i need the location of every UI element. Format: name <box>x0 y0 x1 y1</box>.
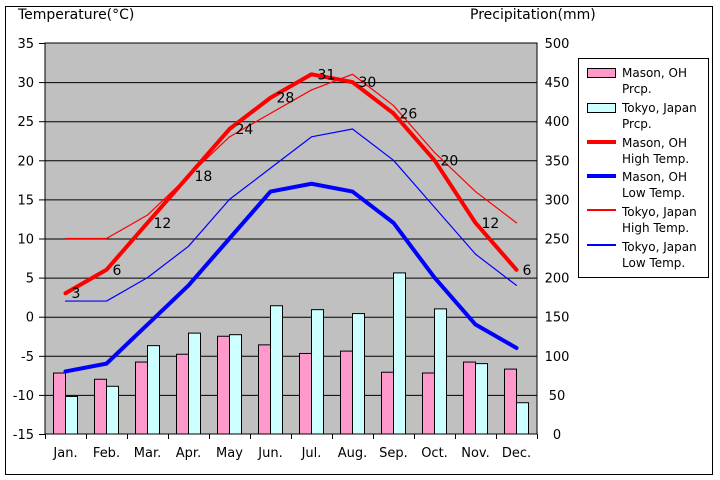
right-axis-tick-label: 50 <box>549 389 566 404</box>
bar-mason-oh-prcp <box>53 372 66 435</box>
legend-label: Mason, OH Low Temp. <box>622 170 688 201</box>
bar-tokyo-japan-prcp <box>475 363 488 435</box>
data-label: 3 <box>72 286 81 302</box>
bar-mason-oh-prcp <box>504 368 517 435</box>
x-axis-month-label: Jan. <box>52 446 77 461</box>
bar-tokyo-japan-prcp <box>270 305 283 435</box>
left-axis-title: Temperature(°C) <box>18 7 135 23</box>
x-axis-month-label: Oct. <box>421 446 448 461</box>
bar-tokyo-japan-prcp <box>516 402 529 435</box>
bar-mason-oh-prcp <box>258 344 271 435</box>
line-mason-oh-low-temp <box>63 181 519 374</box>
data-label: 6 <box>523 263 532 279</box>
x-axis-month-label: Dec. <box>502 446 531 461</box>
data-label: 30 <box>359 75 377 91</box>
bar-mason-oh-prcp <box>94 378 107 435</box>
data-label: 31 <box>318 67 336 83</box>
bar-mason-oh-prcp <box>299 352 312 435</box>
legend-label: Mason, OH High Temp. <box>622 135 690 166</box>
data-label: 24 <box>236 122 254 138</box>
line-tokyo-japan-high-temp <box>64 73 518 240</box>
bar-tokyo-japan-prcp <box>434 308 447 435</box>
data-label: 12 <box>154 216 172 232</box>
x-axis-month-label: Apr. <box>176 446 201 461</box>
right-axis-tick-label: 350 <box>545 154 570 169</box>
line-mason-oh-high-temp <box>63 72 519 296</box>
left-axis-tick-label: 35 <box>17 37 34 52</box>
right-axis-tick-label: 100 <box>545 350 570 365</box>
legend-line-swatch <box>587 244 616 246</box>
bar-tokyo-japan-prcp <box>352 313 365 435</box>
legend-item: Mason, OH High Temp. <box>587 135 706 167</box>
right-axis-title: Precipitation(mm) <box>470 7 596 23</box>
bar-tokyo-japan-prcp <box>106 385 119 435</box>
data-label: 12 <box>482 216 500 232</box>
x-axis-month-label: Aug. <box>338 446 368 461</box>
bar-mason-oh-prcp <box>135 361 148 435</box>
right-axis-tick-label: 250 <box>545 233 570 248</box>
bar-tokyo-japan-prcp <box>65 395 78 435</box>
data-label: 20 <box>441 153 459 169</box>
x-axis-month-label: Nov. <box>461 446 490 461</box>
legend-line-swatch <box>587 174 616 179</box>
x-axis-month-label: May <box>216 446 243 461</box>
left-axis-tick-label: 0 <box>26 311 34 326</box>
x-axis-month-label: Mar. <box>134 446 161 461</box>
left-axis-tick-label: 10 <box>17 233 34 248</box>
right-axis-tick-label: 400 <box>545 115 570 130</box>
legend-item: Tokyo, Japan Prcp. <box>587 100 706 132</box>
bar-tokyo-japan-prcp <box>393 272 406 435</box>
bar-tokyo-japan-prcp <box>311 309 324 435</box>
bar-mason-oh-prcp <box>381 371 394 435</box>
bar-mason-oh-prcp <box>340 350 353 435</box>
legend-item: Tokyo, Japan High Temp. <box>587 204 706 236</box>
legend-label: Tokyo, Japan High Temp. <box>622 205 697 236</box>
bar-mason-oh-prcp <box>463 361 476 435</box>
data-label: 6 <box>113 263 122 279</box>
legend-item: Tokyo, Japan Low Temp. <box>587 239 706 271</box>
left-axis-tick-label: -5 <box>21 350 34 365</box>
left-axis-tick-label: -15 <box>13 428 34 443</box>
bar-tokyo-japan-prcp <box>229 334 242 435</box>
right-axis-tick-label: 300 <box>545 193 570 208</box>
right-axis-tick-label: 450 <box>545 76 570 91</box>
legend-label: Tokyo, Japan Low Temp. <box>622 240 697 271</box>
chart-border <box>5 6 713 475</box>
data-label: 28 <box>277 91 295 107</box>
right-axis-tick-label: 500 <box>545 37 570 52</box>
bar-tokyo-japan-prcp <box>147 345 160 435</box>
legend-label: Tokyo, Japan Prcp. <box>622 100 697 131</box>
left-axis-tick-label: 25 <box>17 115 34 130</box>
left-axis-tick-label: 15 <box>17 193 34 208</box>
data-label: 26 <box>400 106 418 122</box>
bar-mason-oh-prcp <box>176 353 189 435</box>
left-axis-tick-label: 30 <box>17 76 34 91</box>
legend-line-swatch <box>587 139 616 144</box>
legend-bar-swatch <box>587 102 616 113</box>
bar-mason-oh-prcp <box>217 335 230 435</box>
legend-item: Mason, OH Prcp. <box>587 65 706 97</box>
bar-tokyo-japan-prcp <box>188 332 201 435</box>
x-axis-month-label: Jun. <box>257 446 282 461</box>
right-axis-tick-label: 200 <box>545 272 570 287</box>
legend-label: Mason, OH Prcp. <box>622 65 688 96</box>
legend-bar-swatch <box>587 67 616 78</box>
line-tokyo-japan-low-temp <box>64 128 518 302</box>
legend: Mason, OH Prcp. Tokyo, Japan Prcp. Mason, … <box>578 58 709 278</box>
x-axis-month-label: Sep. <box>379 446 408 461</box>
legend-item: Mason, OH Low Temp. <box>587 169 706 201</box>
data-label: 18 <box>195 169 213 185</box>
left-axis-tick-label: 20 <box>17 154 34 169</box>
left-axis-tick-label: 5 <box>26 272 34 287</box>
left-axis-tick-label: -10 <box>13 389 34 404</box>
x-axis-month-label: Jul. <box>301 446 322 461</box>
right-axis-tick-label: 0 <box>553 428 561 443</box>
legend-line-swatch <box>587 209 616 211</box>
bar-mason-oh-prcp <box>422 372 435 435</box>
x-axis-month-label: Feb. <box>93 446 120 461</box>
right-axis-tick-label: 150 <box>545 311 570 326</box>
